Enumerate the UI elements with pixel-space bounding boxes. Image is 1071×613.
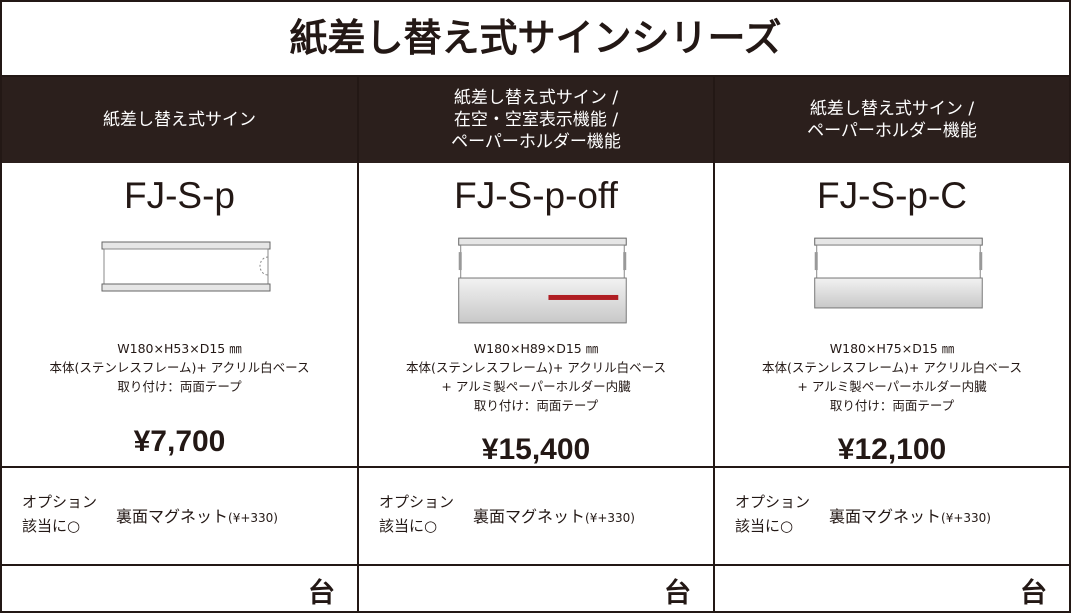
model-name: FJ-S-p-C — [816, 175, 968, 216]
price: ¥7,700 — [133, 425, 226, 458]
option-name: 裏面マグネット — [473, 507, 586, 526]
unit: 台 — [1020, 578, 1047, 609]
option-row: オプション該当に○ 裏面マグネット(¥+330) — [359, 466, 713, 566]
option-row: オプション該当に○ 裏面マグネット(¥+330) — [2, 466, 357, 566]
model-name: FJ-S-p — [124, 175, 235, 216]
option-name: 裏面マグネット — [116, 507, 229, 526]
column-header: 紙差し替え式サイン / ペーパーホルダー機能 — [715, 77, 1069, 163]
header-line: ペーパーホルダー機能 — [451, 132, 621, 152]
option-price: (¥+330) — [585, 511, 635, 525]
option-price: (¥+330) — [228, 511, 278, 525]
title: 紙差し替え式サインシリーズ — [2, 2, 1069, 77]
option-item: 裏面マグネット(¥+330) — [473, 503, 635, 527]
option-label-line: オプション — [379, 493, 455, 511]
header-line: 紙差し替え式サイン — [103, 110, 256, 130]
spec-line: 本体(ステンレスフレーム)+ アクリル白ベース — [49, 360, 310, 375]
option-price: (¥+330) — [941, 511, 991, 525]
option-name: 裏面マグネット — [829, 507, 942, 526]
unit: 台 — [308, 578, 335, 609]
price: ¥15,400 — [481, 433, 591, 466]
product-column: 紙差し替え式サイン / ペーパーホルダー機能 FJ-S-p-C W180×H75×D1… — [715, 77, 1069, 611]
option-item: 裏面マグネット(¥+330) — [116, 503, 278, 527]
header-line: 紙差し替え式サイン / — [453, 88, 619, 108]
column-separator — [713, 77, 715, 611]
spec-line: W180×H89×D15 ㎜ — [473, 341, 599, 356]
option-label: オプション該当に○ — [379, 490, 454, 538]
option-label-line: オプション — [735, 493, 811, 511]
option-label-line: 該当に○ — [379, 517, 438, 535]
option-item: 裏面マグネット(¥+330) — [829, 503, 991, 527]
product-image — [458, 237, 627, 324]
spec-line: 取り付け：両面テープ — [473, 398, 599, 413]
header-line: 紙差し替え式サイン / — [809, 99, 975, 119]
column-header: 紙差し替え式サイン — [2, 77, 357, 163]
spec-line: 取り付け：両面テープ — [117, 379, 242, 394]
header-line: ペーパーホルダー機能 — [807, 121, 977, 141]
unit: 台 — [664, 578, 691, 609]
option-label-line: オプション — [22, 493, 98, 511]
spec-line: + アルミ製ペーパーホルダー内臓 — [441, 379, 631, 394]
spec-line: 本体(ステンレスフレーム)+ アクリル白ベース — [405, 360, 667, 375]
price: ¥12,100 — [837, 433, 947, 466]
header-line: 在空・空室表示機能 / — [453, 110, 619, 130]
option-label: オプション該当に○ — [22, 490, 97, 538]
product-image — [814, 237, 983, 309]
spec-line: W180×H53×D15 ㎜ — [117, 341, 242, 356]
spec-line: W180×H75×D15 ㎜ — [829, 341, 955, 356]
product-column: 紙差し替え式サイン / 在空・空室表示機能 / ペーパーホルダー機能 FJ-S-p-o… — [359, 77, 713, 611]
spec-line: 取り付け：両面テープ — [829, 398, 955, 413]
model-name: FJ-S-p-off — [454, 175, 618, 216]
option-label: オプション該当に○ — [735, 490, 810, 538]
product-image — [101, 241, 271, 292]
column-separator — [357, 77, 359, 611]
option-label-line: 該当に○ — [735, 517, 794, 535]
spec-line: 本体(ステンレスフレーム)+ アクリル白ベース — [761, 360, 1023, 375]
option-row: オプション該当に○ 裏面マグネット(¥+330) — [715, 466, 1069, 566]
option-label-line: 該当に○ — [22, 517, 81, 535]
spec-line: + アルミ製ペーパーホルダー内臓 — [797, 379, 987, 394]
column-header: 紙差し替え式サイン / 在空・空室表示機能 / ペーパーホルダー機能 — [359, 77, 713, 163]
